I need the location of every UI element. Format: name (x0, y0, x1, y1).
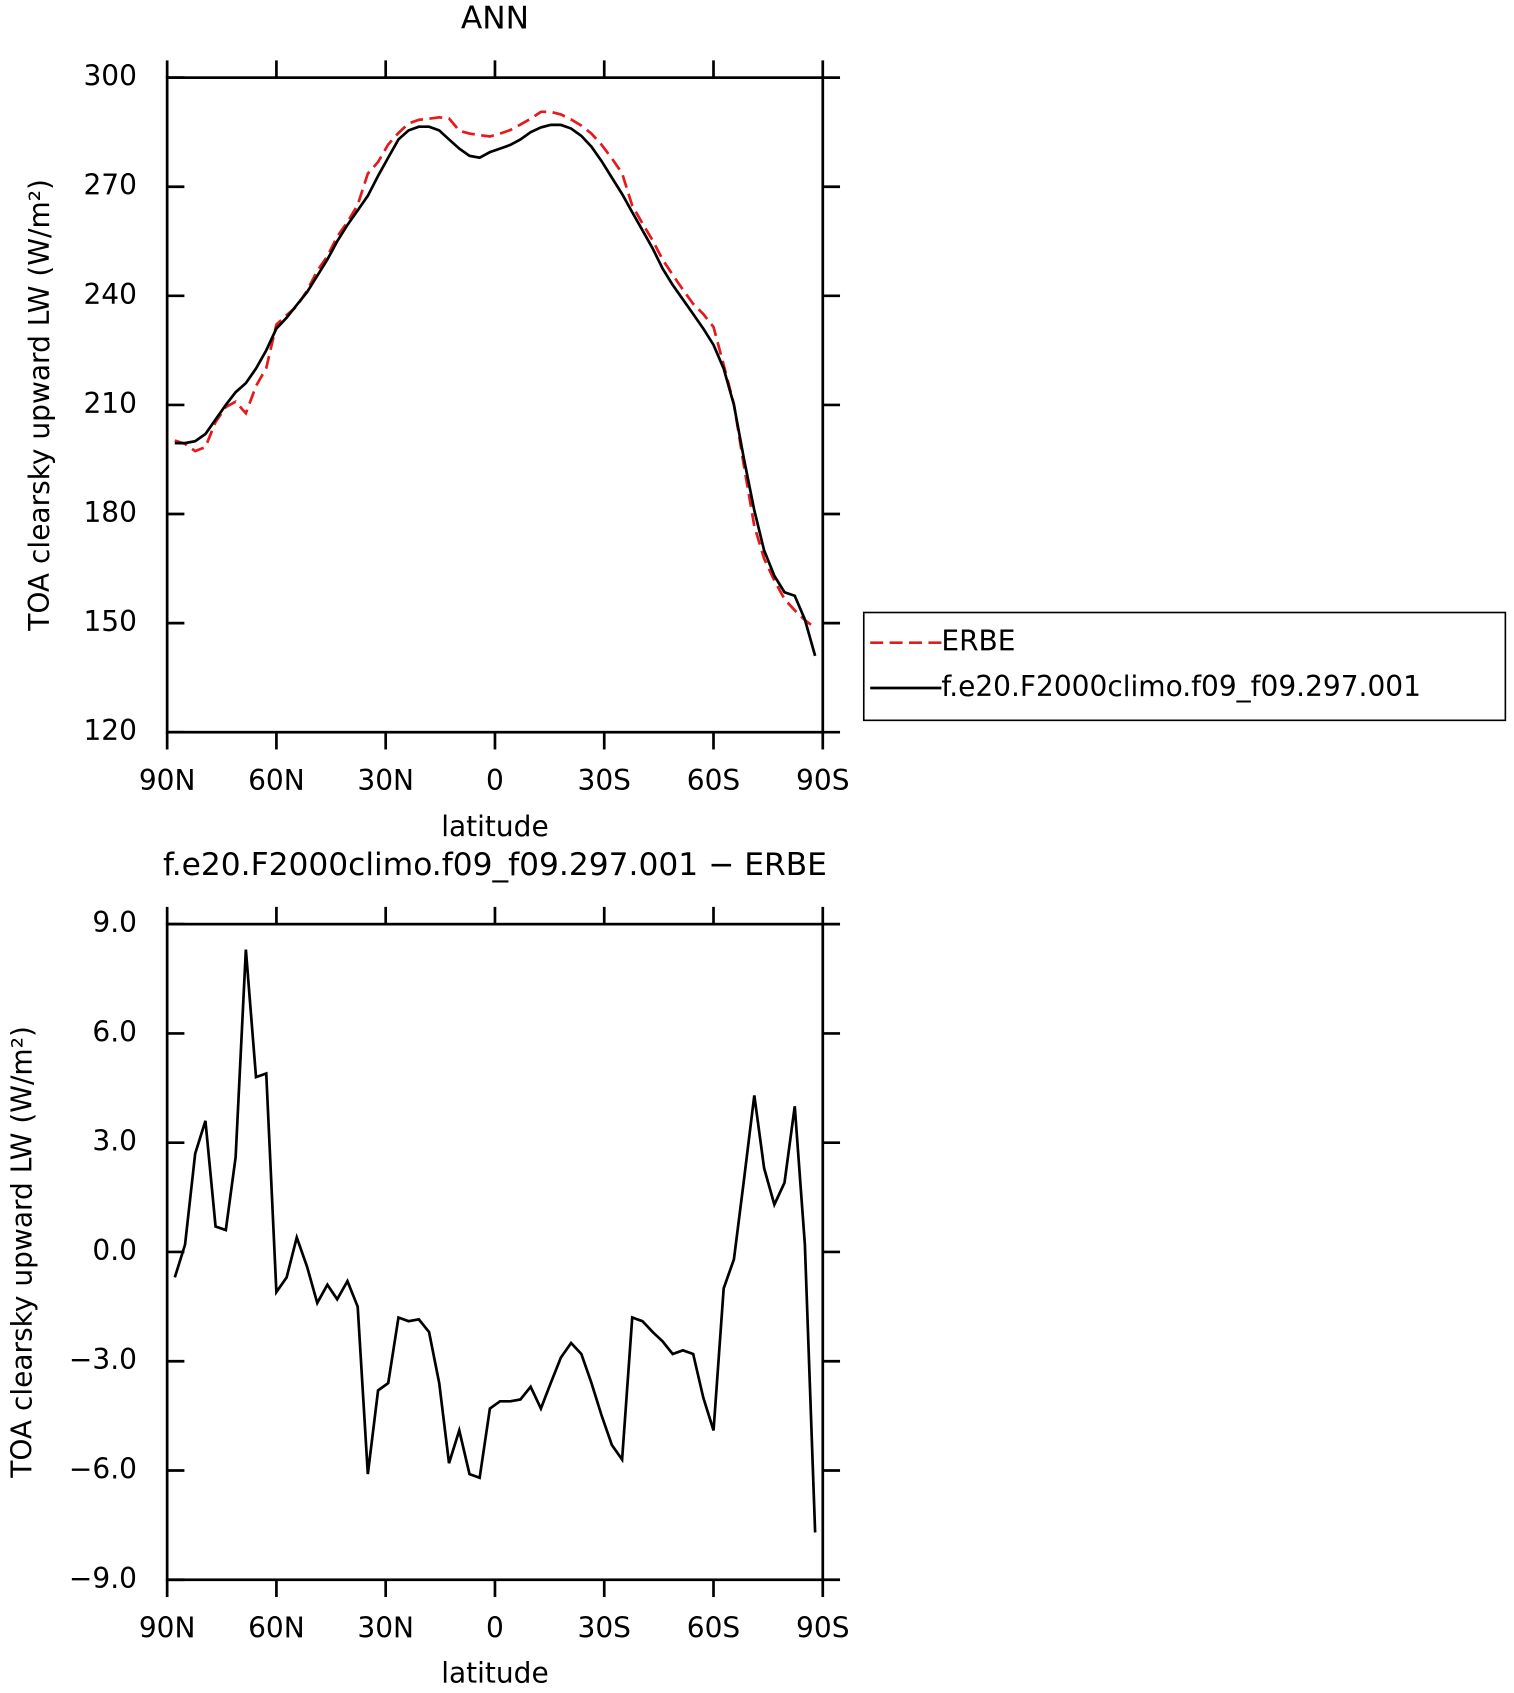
x-tick-label: 30N (357, 1611, 414, 1644)
x-tick-label: 90N (139, 1611, 196, 1644)
x-tick-label: 60N (248, 764, 305, 797)
chart-title: ANN (461, 0, 529, 36)
y-tick-label: 6.0 (92, 1015, 137, 1048)
y-tick-label: 150 (83, 605, 136, 638)
y-tick-label: 3.0 (92, 1125, 137, 1158)
y-tick-label: −6.0 (69, 1453, 137, 1486)
data-line (174, 123, 817, 657)
y-tick-label: 300 (83, 60, 136, 93)
plot-frame (165, 76, 825, 734)
y-tick-label: 270 (83, 169, 136, 202)
x-tick-label: 90N (139, 764, 196, 797)
x-tick-label: 30S (578, 1611, 631, 1644)
x-tick-label: 30N (357, 764, 414, 797)
x-tick-label: 30S (578, 764, 631, 797)
legend-box (862, 611, 1507, 722)
x-tick-label: 90S (796, 1611, 849, 1644)
y-axis-label: TOA clearsky upward LW (W/m²) (6, 1026, 39, 1479)
y-tick-label: −9.0 (69, 1562, 137, 1595)
y-tick-label: 9.0 (92, 906, 137, 939)
x-tick-label: 60S (687, 764, 740, 797)
y-tick-label: 180 (83, 496, 136, 529)
plot-frame (165, 922, 825, 1582)
data-line (173, 949, 817, 1533)
legend-label: ERBE (941, 625, 1015, 658)
x-tick-label: 60S (687, 1611, 740, 1644)
y-axis-label: TOA clearsky upward LW (W/m²) (23, 179, 56, 632)
y-tick-label: −3.0 (69, 1343, 137, 1376)
chart-title: f.e20.F2000climo.f09_f09.297.001 − ERBE (163, 847, 827, 883)
y-tick-label: 120 (83, 714, 136, 747)
data-line (174, 110, 816, 629)
x-axis-label: latitude (441, 1657, 548, 1690)
x-tick-label: 0 (486, 764, 504, 797)
x-tick-label: 60N (248, 1611, 305, 1644)
y-tick-label: 210 (83, 387, 136, 420)
x-axis-label: latitude (441, 810, 548, 843)
y-tick-label: 0.0 (92, 1234, 137, 1267)
legend-label: f.e20.F2000climo.f09_f09.297.001 (941, 670, 1421, 703)
x-tick-label: 90S (796, 764, 849, 797)
x-tick-label: 0 (486, 1611, 504, 1644)
y-tick-label: 240 (83, 278, 136, 311)
